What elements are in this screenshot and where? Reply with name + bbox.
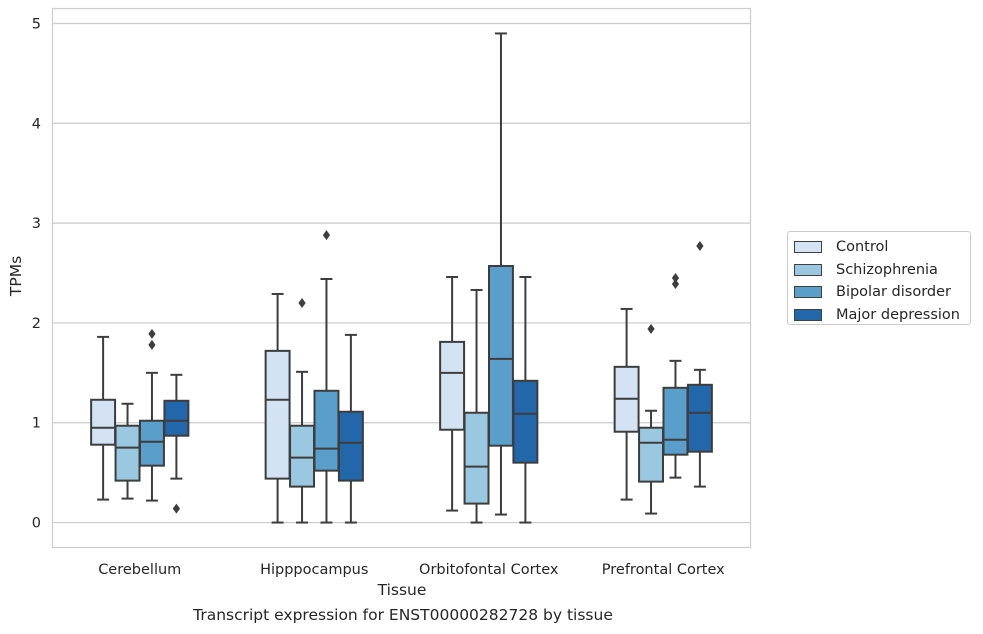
y-tick-label: 2 [32,316,41,332]
y-tick-label: 5 [32,16,41,32]
outlier-point [696,241,704,252]
box-1-0 [264,292,291,524]
legend-item: Control [794,236,970,259]
y-tick-labels: 0 1 2 3 4 5 [32,16,41,531]
figure-caption: Transcript expression for ENST0000028272… [193,606,613,624]
y-axis-title: TPMs [7,256,25,297]
plot-frame [51,7,752,549]
iqr-box [313,389,340,472]
legend: Control Schizophrenia Bipolar disorder Majo… [787,231,971,325]
x-tick-label: Cerebellum [98,562,181,578]
box-0-0 [90,335,117,501]
iqr-box [289,424,316,488]
legend-item: Major depression [794,304,970,327]
iqr-box [114,424,141,482]
box-3-1 [638,323,665,515]
legend-swatch [794,263,822,276]
iqr-box [463,411,490,505]
iqr-box [138,419,165,467]
iqr-box [439,340,466,431]
x-tick-label: Prefrontal Cortex [602,562,725,578]
legend-label: Major depression [836,306,960,323]
box-2-1 [463,288,490,524]
outlier-point [172,503,180,514]
legend-label: Schizophrenia [836,261,938,278]
legend-item: Bipolar disorder [794,281,970,304]
legend-item: Schizophrenia [794,259,970,282]
iqr-box [638,426,665,483]
legend-label: Control [836,239,889,256]
iqr-box [163,399,190,437]
outlier-point [148,339,156,350]
box-3-0 [613,307,640,501]
x-axis-title: Tissue [377,581,427,599]
iqr-box [512,379,539,464]
iqr-box [686,383,713,453]
x-tick-label: Hipppocampus [260,562,368,578]
outlier-point [647,323,655,334]
iqr-box [337,410,364,482]
outlier-point [322,230,331,241]
iqr-box [662,386,689,456]
legend-swatch [794,241,822,254]
iqr-box [264,349,291,480]
y-tick-label: 0 [32,516,41,532]
y-tick-label: 3 [32,216,41,232]
legend-swatch [794,286,822,299]
y-tick-label: 4 [32,116,41,132]
box-1-3 [337,333,364,524]
y-tick-label: 1 [32,416,41,432]
box-0-3 [163,373,190,514]
outlier-point [148,328,156,339]
box-3-3 [686,241,713,488]
box-0-1 [114,402,141,500]
box-2-2 [487,32,514,516]
legend-swatch [794,308,822,321]
box-2-3 [512,276,539,524]
plot-background [52,8,751,548]
iqr-box [487,265,514,447]
iqr-box [90,398,117,446]
box-1-1 [289,297,316,524]
legend-label: Bipolar disorder [836,284,951,301]
boxes [90,32,713,524]
outlier-point [671,273,680,283]
box-2-0 [439,276,466,512]
outlier-point [671,278,680,289]
x-tick-label: Orbitofontal Cortex [419,562,559,578]
box-0-2 [138,328,165,502]
outlier-point [298,297,306,308]
x-tick-labels: Cerebellum Hipppocampus Orbitofontal Corte… [98,562,725,578]
